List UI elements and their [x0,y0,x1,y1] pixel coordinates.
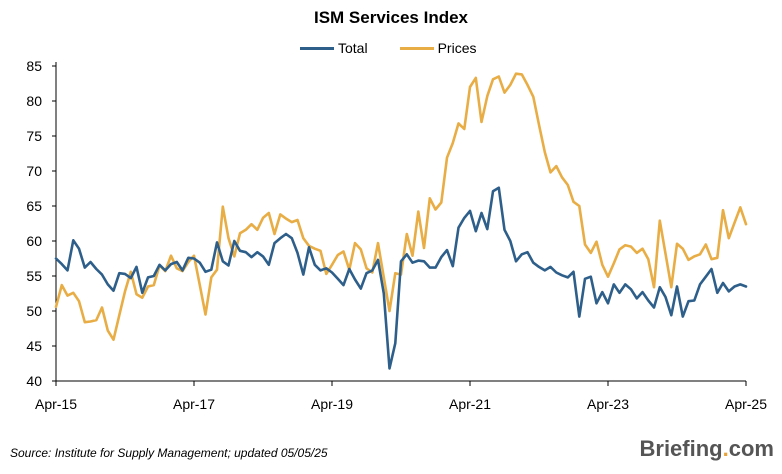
x-tick-label: Apr-17 [173,396,215,412]
chart-title: ISM Services Index [313,8,469,27]
legend-item-prices: Prices [399,40,477,56]
legend-swatch-total [300,46,334,50]
brand-dot: . [722,436,729,461]
brand-main: Briefing [639,436,723,461]
y-tick-label: 70 [26,163,42,179]
legend-swatch-prices [399,46,434,50]
y-tick-label: 50 [26,303,42,319]
legend: Total Prices [300,40,508,56]
legend-label-total: Total [338,40,368,56]
series-line-prices [54,72,748,342]
y-tick-label: 80 [26,93,42,109]
y-tick-label: 85 [26,58,42,74]
y-tick-label: 60 [26,233,42,249]
brand-logo: Briefing.com [640,436,775,462]
x-tick-label: Apr-23 [587,396,629,412]
brand-tld: com [728,436,774,461]
series-line-total [54,186,748,370]
x-tick-label: Apr-19 [311,396,353,412]
y-tick-label: 45 [26,338,42,354]
y-tick-label: 55 [26,268,42,284]
x-tick-label: Apr-15 [35,396,77,412]
legend-label-prices: Prices [437,40,477,56]
y-tick-label: 65 [26,198,42,214]
legend-item-total: Total [300,40,368,56]
source-note: Source: Institute for Supply Management;… [10,446,328,460]
y-tick-label: 40 [26,373,42,389]
x-tick-label: Apr-21 [449,396,491,412]
x-tick-label: Apr-25 [725,396,767,412]
y-tick-label: 75 [26,128,42,144]
